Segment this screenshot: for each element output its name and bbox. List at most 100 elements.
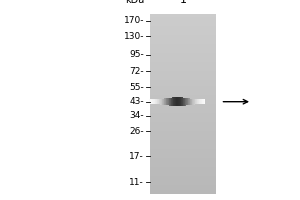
Bar [150, 137, 216, 140]
Bar [197, 99, 198, 104]
Bar [150, 32, 216, 35]
Bar [150, 167, 216, 170]
Bar [150, 131, 216, 134]
Bar [150, 83, 216, 86]
Bar [150, 14, 216, 17]
Bar [194, 99, 195, 104]
Text: 11-: 11- [129, 178, 144, 187]
Bar [150, 41, 216, 44]
Bar [162, 99, 163, 105]
Bar [152, 99, 153, 104]
Bar [150, 188, 216, 191]
Bar [150, 119, 216, 122]
Text: 17-: 17- [129, 152, 144, 161]
Text: 34-: 34- [129, 111, 144, 120]
Bar [195, 99, 196, 104]
Bar [192, 99, 193, 105]
Bar [150, 65, 216, 68]
Bar [201, 99, 202, 104]
Bar [163, 99, 164, 105]
Bar [150, 116, 216, 119]
Bar [150, 53, 216, 56]
Bar [168, 98, 169, 105]
Bar [150, 143, 216, 146]
Bar [184, 98, 185, 106]
Bar [150, 80, 216, 83]
Bar [189, 98, 190, 105]
Bar [203, 99, 204, 104]
Text: 1: 1 [179, 0, 187, 5]
Bar [187, 98, 188, 105]
Bar [167, 98, 168, 105]
Bar [150, 146, 216, 149]
Bar [150, 170, 216, 173]
Bar [150, 149, 216, 152]
Text: 55-: 55- [129, 83, 144, 92]
Bar [150, 38, 216, 41]
Bar [161, 99, 162, 105]
Bar [150, 98, 216, 101]
Bar [150, 191, 216, 194]
Bar [150, 74, 216, 77]
Bar [151, 99, 152, 104]
Text: 170-: 170- [124, 16, 144, 25]
Bar [150, 92, 216, 95]
Bar [150, 17, 216, 20]
Bar [200, 99, 201, 104]
Bar [150, 50, 216, 53]
Bar [150, 29, 216, 32]
Bar [198, 99, 199, 104]
Bar [191, 99, 192, 105]
Bar [150, 182, 216, 185]
Bar [150, 86, 216, 89]
Bar [150, 26, 216, 29]
Bar [164, 98, 165, 105]
Bar [150, 56, 216, 59]
Bar [150, 107, 216, 110]
Bar [202, 99, 203, 104]
Text: kDa: kDa [125, 0, 144, 5]
Bar [155, 99, 156, 104]
Bar [193, 99, 194, 105]
Bar [178, 97, 179, 106]
Bar [150, 122, 216, 125]
Text: 130-: 130- [124, 32, 144, 41]
Bar [150, 158, 216, 161]
Text: 26-: 26- [129, 127, 144, 136]
Text: 43-: 43- [129, 97, 144, 106]
Bar [150, 161, 216, 164]
Bar [150, 35, 216, 38]
Bar [150, 155, 216, 158]
Bar [150, 125, 216, 128]
Bar [176, 97, 177, 106]
Bar [159, 99, 160, 104]
Bar [150, 62, 216, 65]
Text: 72-: 72- [129, 67, 144, 76]
Bar [165, 98, 166, 105]
Bar [150, 59, 216, 62]
Bar [150, 128, 216, 131]
Bar [196, 99, 197, 104]
Bar [169, 98, 170, 106]
Bar [177, 97, 178, 106]
Bar [150, 101, 216, 104]
Bar [150, 99, 151, 104]
Bar [170, 98, 171, 106]
Bar [160, 99, 161, 105]
Bar [186, 98, 187, 105]
Bar [153, 99, 154, 104]
Bar [181, 97, 182, 106]
Bar [150, 77, 216, 80]
Bar [188, 98, 189, 105]
Bar [150, 71, 216, 74]
Bar [204, 99, 205, 104]
Bar [173, 97, 174, 106]
Bar [182, 97, 183, 106]
Bar [156, 99, 157, 104]
Bar [150, 152, 216, 155]
Bar [174, 97, 175, 106]
Bar [150, 140, 216, 143]
Bar [171, 98, 172, 106]
Bar [150, 23, 216, 26]
Bar [150, 113, 216, 116]
